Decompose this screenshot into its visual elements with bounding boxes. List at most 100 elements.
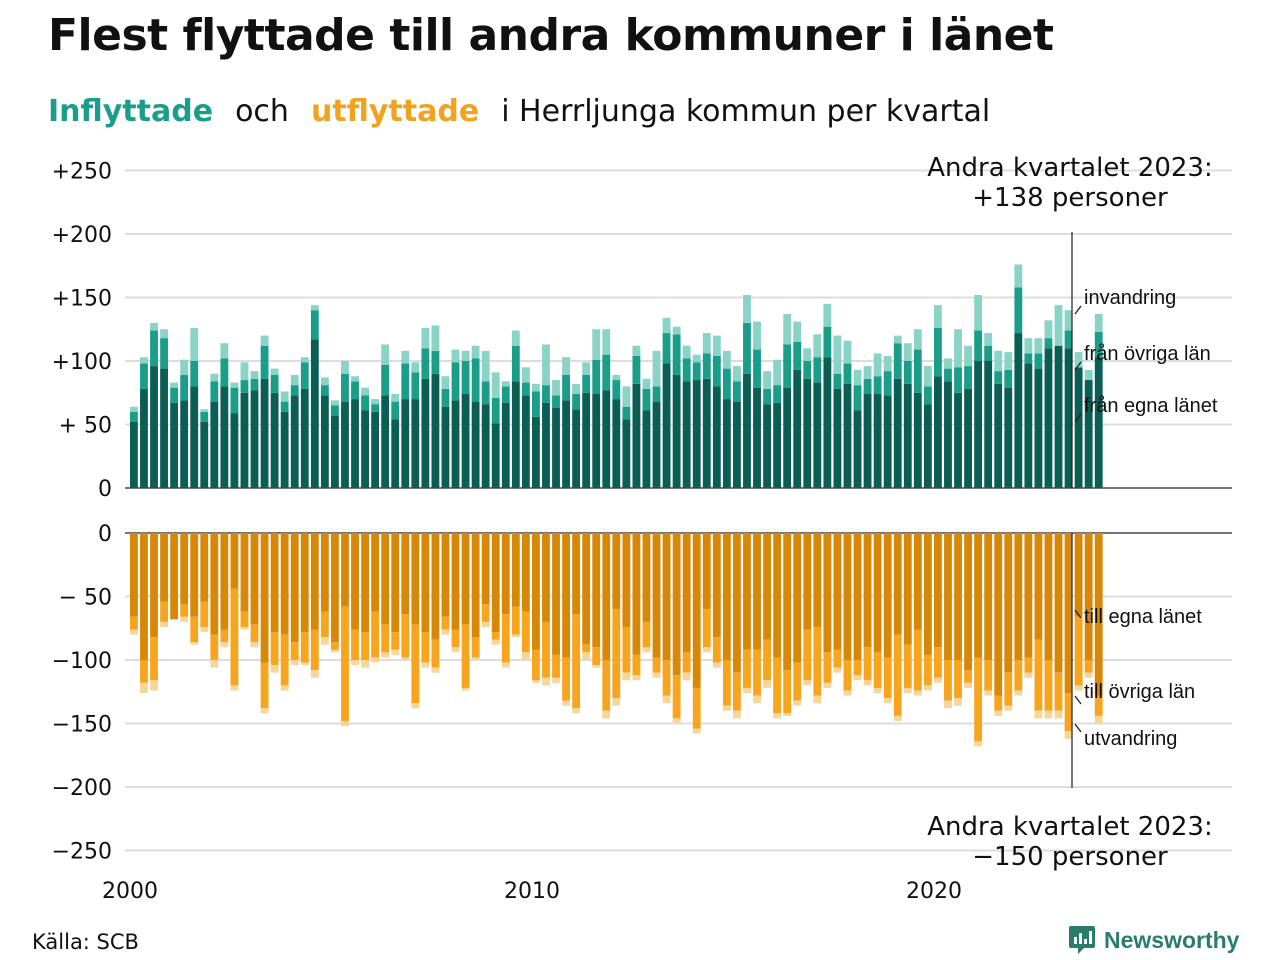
bar-out-egna: [491, 533, 500, 633]
subtitle-utflyttade: utflyttade: [310, 94, 480, 129]
bar-in-ovriga: [230, 387, 239, 414]
bar-in-egna: [250, 390, 259, 488]
bar-in-invandring: [190, 327, 199, 361]
bar-in-invandring: [692, 354, 701, 363]
bar-out-utvandring: [753, 695, 761, 704]
bar-in-ovriga: [1034, 353, 1043, 369]
bar-out-egna: [230, 533, 239, 589]
bar-out-ovriga: [602, 660, 611, 711]
bar-out-egna: [260, 533, 269, 663]
bar-in-invandring: [140, 357, 148, 364]
legend-label-out-1: till övriga län: [1084, 681, 1195, 703]
bar-in-egna: [150, 366, 158, 488]
bar-out-utvandring: [843, 690, 852, 696]
bar-in-egna: [733, 401, 741, 488]
y-tick-label: +250: [52, 160, 112, 185]
bar-out-utvandring: [743, 687, 751, 694]
bar-out-egna: [883, 533, 892, 658]
bar-out-ovriga: [441, 616, 450, 630]
bar-in-egna: [994, 383, 1003, 488]
bar-out-ovriga: [722, 660, 731, 706]
bar-out-egna: [592, 533, 601, 648]
bar-out-ovriga: [1084, 660, 1093, 673]
legend-leader: [1074, 305, 1082, 315]
bar-in-invandring: [662, 317, 671, 334]
bar-in-ovriga: [662, 333, 671, 364]
bar-out-ovriga: [1054, 672, 1063, 711]
bar-in-invandring: [873, 353, 882, 377]
bar-out-egna: [361, 533, 369, 633]
bar-in-invandring: [1024, 338, 1033, 354]
bar-in-egna: [893, 378, 902, 488]
bar-in-ovriga: [451, 362, 460, 401]
bar-out-egna: [722, 533, 731, 660]
bar-out-egna: [913, 533, 922, 630]
bar-out-ovriga: [471, 637, 480, 658]
brand-name: Newsworthy: [1104, 926, 1240, 953]
bar-out-utvandring: [521, 652, 530, 660]
bar-out-ovriga: [300, 632, 309, 663]
bar-out-utvandring: [310, 670, 319, 678]
bar-out-utvandring: [411, 703, 420, 709]
chart-subtitle: Inflyttade och utflyttade i Herrljunga komm…: [48, 94, 1012, 129]
bar-in-egna: [984, 361, 993, 488]
x-tick-label: 2000: [102, 879, 158, 904]
bar-in-egna: [471, 401, 480, 488]
bar-in-invandring: [923, 366, 932, 387]
bar-out-utvandring: [1044, 710, 1053, 719]
bar-out-egna: [692, 533, 701, 688]
bar-out-ovriga: [592, 647, 601, 666]
bar-in-invandring: [783, 314, 792, 345]
bar-out-egna: [612, 533, 621, 610]
bar-out-egna: [813, 533, 822, 627]
bar-out-ovriga: [582, 644, 591, 653]
bar-out-ovriga: [934, 647, 942, 678]
bar-in-ovriga: [763, 388, 771, 405]
bar-in-invandring: [994, 350, 1003, 372]
bar-out-ovriga: [250, 624, 259, 643]
bar-in-ovriga: [622, 406, 631, 420]
bar-out-ovriga: [702, 609, 711, 648]
bar-out-ovriga: [1044, 660, 1053, 711]
bar-out-utvandring: [964, 682, 972, 688]
bar-out-ovriga: [552, 654, 560, 678]
bar-out-utvandring: [421, 662, 430, 668]
bar-in-invandring: [481, 350, 490, 382]
bar-in-egna: [803, 378, 812, 488]
bar-out-utvandring: [542, 677, 550, 686]
bar-out-ovriga: [381, 624, 390, 653]
bar-in-invandring: [1094, 314, 1103, 332]
bar-out-egna: [773, 533, 782, 658]
bar-in-ovriga: [964, 366, 972, 389]
bar-in-invandring: [210, 373, 219, 382]
bar-in-egna: [280, 411, 289, 488]
bar-out-egna: [411, 533, 420, 625]
bar-in-ovriga: [632, 355, 641, 384]
x-tick-label: 2010: [504, 879, 560, 904]
bar-out-ovriga: [511, 606, 520, 635]
bar-in-invandring: [381, 344, 390, 365]
bar-in-ovriga: [1004, 369, 1013, 388]
bar-out-utvandring: [783, 713, 792, 716]
bar-in-ovriga: [260, 345, 269, 379]
bar-in-egna: [391, 419, 400, 488]
bar-in-invandring: [1074, 352, 1083, 368]
bar-out-egna: [521, 533, 530, 612]
bar-in-egna: [140, 388, 148, 488]
bar-out-ovriga: [501, 614, 510, 663]
bar-out-egna: [290, 533, 299, 643]
bar-out-ovriga: [783, 670, 792, 714]
bar-out-egna: [572, 533, 581, 615]
bar-out-utvandring: [692, 728, 701, 734]
bar-in-egna: [712, 386, 721, 488]
bar-out-egna: [923, 533, 932, 655]
bar-in-ovriga: [511, 345, 520, 382]
bar-in-ovriga: [270, 374, 279, 393]
bar-in-invandring: [391, 394, 400, 402]
bar-out-ovriga: [1064, 693, 1073, 732]
y-tick-label: −200: [52, 776, 112, 801]
bar-in-invandring: [702, 333, 711, 354]
bar-in-egna: [361, 410, 369, 488]
bar-out-ovriga: [1034, 639, 1043, 711]
bar-in-invandring: [220, 343, 229, 359]
